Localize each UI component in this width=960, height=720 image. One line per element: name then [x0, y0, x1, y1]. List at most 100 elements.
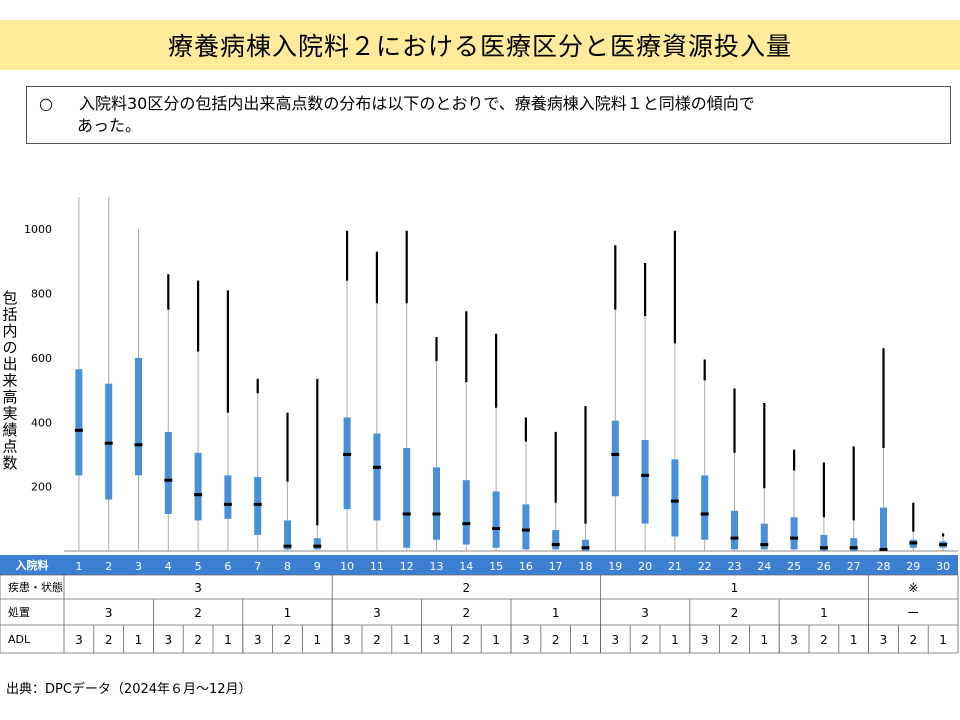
- row-label: 処置: [8, 606, 30, 619]
- treatment-group-label: 1: [552, 606, 560, 620]
- median-line: [432, 512, 441, 516]
- treatment-group-label: 1: [284, 606, 292, 620]
- box-iqr: [254, 476, 262, 535]
- box-iqr: [462, 480, 470, 545]
- category-label: 7: [254, 560, 261, 573]
- adl-cell: 1: [850, 633, 858, 647]
- box-iqr: [522, 504, 530, 550]
- box-iqr: [552, 530, 560, 550]
- category-label: 18: [579, 560, 593, 573]
- note-box: ○ 入院料30区分の包括内出来高点数の分布は以下のとおりで、療養病棟入院料１と同様…: [26, 86, 951, 144]
- median-line: [492, 526, 501, 530]
- adl-cell: 2: [909, 633, 917, 647]
- disease-group-label: 2: [462, 581, 470, 595]
- adl-cell: 2: [373, 633, 381, 647]
- y-axis-label-char: 出: [2, 355, 17, 373]
- category-label: 19: [608, 560, 622, 573]
- adl-cell: 2: [641, 633, 649, 647]
- category-label: 28: [877, 560, 891, 573]
- adl-cell: 3: [254, 633, 262, 647]
- median-line: [313, 544, 322, 548]
- box-iqr: [313, 538, 321, 550]
- treatment-group-label: 3: [105, 606, 113, 620]
- adl-cell: 2: [105, 633, 113, 647]
- box-iqr: [611, 420, 619, 497]
- adl-cell: 2: [284, 633, 292, 647]
- category-label: 14: [459, 560, 473, 573]
- category-label: 2: [105, 560, 112, 573]
- median-line: [879, 547, 888, 551]
- adl-cell: 1: [135, 633, 143, 647]
- treatment-group-label: 1: [820, 606, 828, 620]
- box-iqr: [701, 475, 709, 540]
- category-label: 3: [135, 560, 142, 573]
- median-line: [641, 473, 650, 477]
- y-axis-label-char: 績: [2, 421, 17, 439]
- box-iqr: [582, 539, 589, 551]
- adl-cell: 1: [671, 633, 679, 647]
- bullet-circle: ○: [39, 94, 53, 113]
- row-label-admission: 入院料: [16, 558, 49, 572]
- category-label: 20: [638, 560, 652, 573]
- disease-group-label: 3: [194, 581, 202, 595]
- category-label: 9: [314, 560, 321, 573]
- category-label: 26: [817, 560, 831, 573]
- note-line-1: 入院料30区分の包括内出来高点数の分布は以下のとおりで、療養病棟入院料１と同様の…: [79, 94, 755, 113]
- median-line: [134, 443, 143, 447]
- adl-cell: 3: [433, 633, 441, 647]
- median-line: [790, 536, 799, 540]
- category-label: 6: [224, 560, 231, 573]
- median-line: [283, 544, 292, 548]
- y-axis-label-char: 包: [2, 289, 17, 307]
- adl-cell: 1: [760, 633, 768, 647]
- median-line: [521, 528, 530, 532]
- box-iqr: [194, 452, 202, 521]
- median-line: [670, 499, 679, 503]
- category-label: 17: [549, 560, 563, 573]
- adl-cell: 1: [224, 633, 232, 647]
- box-iqr: [105, 383, 113, 500]
- y-tick-label: 400: [31, 416, 52, 429]
- box-iqr: [75, 369, 83, 476]
- y-axis-label-char: の: [2, 339, 17, 357]
- box-iqr: [850, 538, 858, 551]
- y-tick-label: 1000: [24, 223, 52, 236]
- box-iqr: [164, 431, 172, 514]
- disease-group-label: 1: [731, 581, 739, 595]
- adl-cell: 3: [522, 633, 530, 647]
- y-axis-label-char: 数: [2, 454, 17, 472]
- adl-cell: 3: [611, 633, 619, 647]
- category-label: 29: [906, 560, 920, 573]
- adl-cell: 2: [194, 633, 202, 647]
- box-iqr: [731, 510, 738, 550]
- box-iqr: [433, 467, 440, 540]
- source-note: 出典：DPCデータ（2024年６月～12月）: [6, 682, 252, 697]
- category-label: 15: [489, 560, 503, 573]
- title-bar: 療養病棟入院料２における医療区分と医療資源投入量: [0, 20, 960, 70]
- box-iqr: [403, 448, 411, 548]
- median-line: [74, 428, 83, 432]
- box-iqr: [284, 520, 291, 550]
- median-line: [939, 543, 948, 547]
- note-line-2: あった。: [77, 116, 142, 135]
- y-tick-label: 800: [31, 288, 52, 301]
- adl-cell: 1: [582, 633, 590, 647]
- median-line: [253, 502, 262, 506]
- category-label: 21: [668, 560, 682, 573]
- category-label: 4: [165, 560, 172, 573]
- median-line: [462, 522, 471, 526]
- median-line: [343, 452, 352, 456]
- adl-cell: 3: [164, 633, 172, 647]
- row-label: 疾患・状態: [8, 580, 63, 594]
- box-iqr: [790, 517, 798, 550]
- median-line: [730, 536, 739, 540]
- category-label: 22: [698, 560, 712, 573]
- box-iqr: [671, 459, 679, 537]
- median-line: [760, 543, 769, 547]
- box-iqr: [880, 507, 887, 551]
- box-iqr: [373, 433, 381, 521]
- adl-cell: 3: [701, 633, 709, 647]
- category-label: 24: [757, 560, 771, 573]
- disease-group-label: ※: [908, 581, 918, 595]
